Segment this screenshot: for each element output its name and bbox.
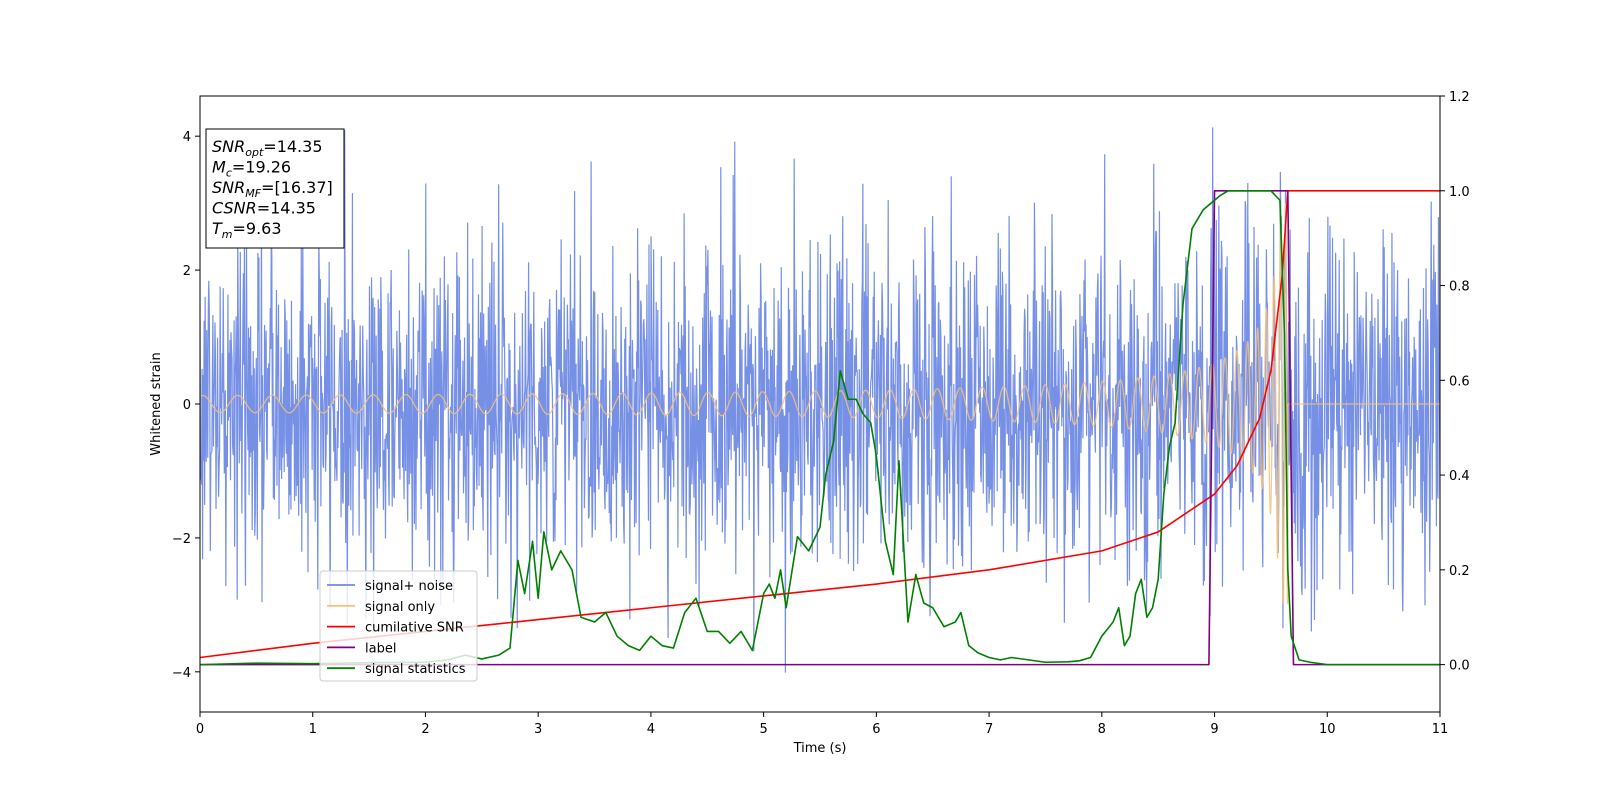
x-tick-label: 2 bbox=[421, 722, 429, 737]
legend-label: signal only bbox=[365, 600, 435, 615]
x-tick-label: 11 bbox=[1432, 722, 1449, 737]
stats-annotation-box: SNRopt=14.35Mc=19.26SNRMF=[16.37]CSNR=14… bbox=[205, 128, 345, 249]
legend-item-cumulative-snr: cumilative SNR bbox=[327, 621, 464, 636]
stats-annotation-line: CSNR=14.35 bbox=[212, 199, 316, 218]
series-cumulative-snr-line bbox=[200, 189, 1440, 659]
legend-frame bbox=[319, 570, 478, 682]
y2-tick-label: 0.8 bbox=[1449, 280, 1470, 295]
y-tick-label: 2 bbox=[183, 264, 191, 279]
series-signal-statistics-line bbox=[200, 189, 1440, 666]
y2-tick-label: 0.0 bbox=[1449, 659, 1470, 674]
x-tick-label: 10 bbox=[1319, 722, 1336, 737]
legend-item-signal-noise: signal+ noise bbox=[327, 579, 453, 594]
stats-annotation-line: SNRMF=[16.37] bbox=[212, 178, 333, 200]
legend-label: cumilative SNR bbox=[365, 621, 464, 636]
y2-tick-label: 0.4 bbox=[1449, 469, 1470, 484]
series-signal-only-line bbox=[200, 203, 1440, 605]
legend-item-signal-only: signal only bbox=[327, 600, 435, 615]
stats-annotation-frame bbox=[205, 128, 345, 249]
plot-area bbox=[200, 127, 1440, 673]
x-axis-label: Time (s) bbox=[793, 741, 847, 756]
y2-tick-label: 1.2 bbox=[1449, 90, 1470, 105]
x-tick-label: 4 bbox=[647, 722, 655, 737]
legend: signal+ noise signal only cumilative SNR la… bbox=[319, 570, 478, 682]
y-tick-label: 0 bbox=[183, 398, 191, 413]
stats-annotation-line: Tm=9.63 bbox=[212, 219, 282, 241]
stats-annotation-line: SNRopt=14.35 bbox=[212, 137, 323, 159]
y-axis-label: Whitened strain bbox=[149, 352, 164, 455]
x-tick-label: 9 bbox=[1210, 722, 1218, 737]
legend-item-label: label bbox=[327, 641, 396, 656]
x-tick-label: 8 bbox=[1098, 722, 1106, 737]
x-tick-label: 1 bbox=[309, 722, 317, 737]
legend-label: signal+ noise bbox=[365, 579, 453, 594]
x-tick-label: 6 bbox=[872, 722, 880, 737]
x-tick-label: 5 bbox=[759, 722, 767, 737]
legend-item-signal-statistics: signal statistics bbox=[327, 662, 466, 677]
y2-tick-label: 0.6 bbox=[1449, 374, 1470, 389]
x-tick-label: 0 bbox=[196, 722, 204, 737]
y-tick-label: 4 bbox=[183, 130, 191, 145]
legend-label: label bbox=[365, 641, 396, 656]
legend-label: signal statistics bbox=[365, 662, 466, 677]
y-tick-label: −4 bbox=[172, 666, 191, 681]
x-tick-label: 3 bbox=[534, 722, 542, 737]
stats-annotation-line: Mc=19.26 bbox=[212, 158, 291, 180]
x-tick-label: 7 bbox=[985, 722, 993, 737]
tick-layer: 0 1 2 3 4 5 6 7 8 9 10 11 −4 −2 0 2 4 0.0 0.2 0.4 0.6 0.8 1.0 1… bbox=[172, 90, 1470, 737]
y2-tick-label: 0.2 bbox=[1449, 564, 1470, 579]
y-tick-label: −2 bbox=[172, 532, 191, 547]
y2-tick-label: 1.0 bbox=[1449, 185, 1470, 200]
